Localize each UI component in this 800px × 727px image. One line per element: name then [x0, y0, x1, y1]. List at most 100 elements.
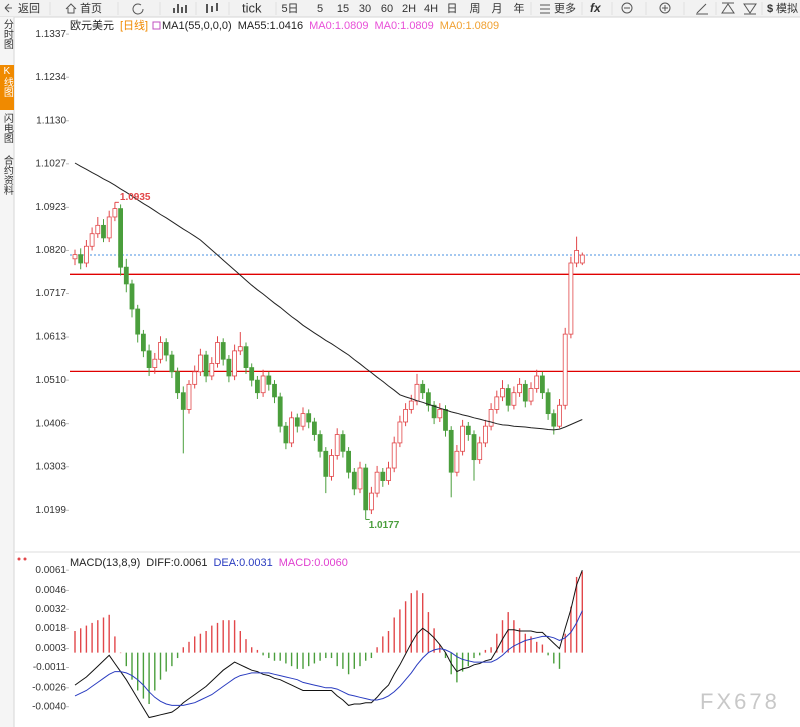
period-button[interactable]: 年: [514, 1, 525, 15]
macd-bar: [319, 652, 321, 661]
macd-bar: [507, 612, 509, 653]
macd-bar: [313, 652, 316, 664]
candle-body: [101, 224, 106, 239]
macd-bar: [387, 631, 390, 653]
sidebar-tab[interactable]: 分时图: [1, 19, 13, 50]
triangle-down-icon[interactable]: [743, 3, 757, 15]
y-tick-label: 1.0510: [35, 375, 66, 386]
macd-bar: [564, 633, 566, 653]
macd-bar: [137, 652, 139, 691]
candle-body: [306, 413, 312, 423]
y-tick-label: 1.0717: [35, 288, 66, 299]
simulate-icon[interactable]: $: [767, 3, 773, 15]
period-button[interactable]: 60: [381, 3, 393, 15]
sidebar-tab[interactable]: 闪电图: [1, 112, 13, 144]
tick-button[interactable]: tick: [242, 0, 262, 15]
period-button[interactable]: 月: [492, 3, 503, 15]
macd-bar: [182, 647, 184, 653]
chart-period: [日线]: [120, 18, 148, 32]
period-button[interactable]: 周: [470, 2, 481, 15]
candle-body: [420, 383, 426, 394]
macd-bar: [211, 625, 213, 653]
refresh-icon[interactable]: [132, 3, 144, 15]
macd-line: [74, 570, 583, 719]
macd-bar: [142, 652, 145, 699]
sidebar-active: [0, 65, 14, 110]
sidebar-tab[interactable]: K线图: [1, 66, 13, 98]
macd-bar: [558, 652, 561, 669]
watermark: FX678: [700, 689, 780, 714]
candle-body: [346, 450, 352, 473]
period-button[interactable]: 30: [359, 3, 371, 15]
candle-body: [500, 388, 505, 398]
more-icon[interactable]: [540, 4, 550, 14]
back-button[interactable]: 返回: [18, 2, 40, 15]
macd-line: [74, 610, 583, 706]
macd-bar: [108, 614, 110, 653]
candle-body: [579, 254, 585, 264]
macd-bar: [570, 606, 572, 653]
macd-bar: [251, 647, 253, 653]
candle-body: [118, 208, 123, 268]
kline-icon[interactable]: [173, 4, 187, 13]
candle-body: [363, 467, 369, 511]
period-button[interactable]: 5日: [281, 3, 298, 15]
macd-bar: [433, 628, 435, 653]
sidebar: [0, 17, 14, 727]
candle-body: [192, 371, 198, 385]
macd-bar: [404, 601, 407, 653]
high-label: 1.0935: [120, 192, 151, 203]
macd-bar: [245, 639, 247, 653]
macd-bar: [479, 652, 481, 656]
candle-body: [431, 404, 437, 419]
macd-bar: [119, 652, 122, 654]
candle-body: [448, 429, 454, 473]
home-button[interactable]: 首页: [80, 1, 102, 15]
macd-bar: [325, 652, 327, 659]
draw-icon[interactable]: [696, 3, 708, 15]
macd-bar: [342, 652, 344, 669]
y-tick-label: 0.0061: [35, 565, 66, 576]
candle-body: [186, 383, 192, 410]
legend-entry: DEA:0.0031: [213, 557, 272, 569]
y-tick-label: -0.0026: [32, 682, 66, 693]
candle-body: [163, 342, 169, 356]
candle-icon[interactable]: [206, 3, 218, 13]
candle-body: [528, 388, 534, 402]
macd-bar: [467, 652, 469, 667]
candle-body: [95, 224, 101, 235]
candle-body: [249, 367, 255, 381]
candle-body: [243, 346, 249, 368]
candle-body: [511, 392, 517, 406]
period-button[interactable]: 2H: [402, 3, 416, 15]
candle-body: [517, 383, 522, 394]
candle-body: [408, 400, 414, 410]
candle-body: [471, 434, 477, 461]
period-button[interactable]: 15: [337, 3, 349, 15]
y-tick-label: 0.0032: [35, 604, 66, 615]
indicator-label: MA1(55,0,0,0): [162, 20, 232, 32]
home-icon[interactable]: [65, 3, 77, 14]
macd-bar: [80, 628, 82, 653]
candle-body: [391, 442, 397, 469]
back-icon[interactable]: [4, 3, 12, 13]
simulate-button[interactable]: 模拟: [776, 1, 798, 15]
zoom-in-icon[interactable]: [659, 2, 671, 14]
candle-body: [232, 350, 238, 377]
candle-body: [323, 450, 329, 477]
macd-bar: [422, 593, 424, 653]
sidebar-tab[interactable]: 合约资料: [1, 154, 13, 196]
period-button[interactable]: 5: [317, 3, 323, 15]
triangle-icon[interactable]: [721, 2, 735, 14]
zoom-out-icon[interactable]: [621, 2, 633, 14]
period-button[interactable]: 4H: [424, 3, 438, 15]
macd-bar: [382, 636, 384, 653]
period-button[interactable]: 日: [447, 3, 458, 15]
candle-body: [112, 208, 118, 218]
more-button[interactable]: 更多: [554, 1, 576, 15]
candle-body: [317, 434, 323, 452]
candle-body: [414, 383, 420, 402]
macd-bar: [285, 652, 287, 664]
formula-button[interactable]: fx: [590, 1, 602, 15]
